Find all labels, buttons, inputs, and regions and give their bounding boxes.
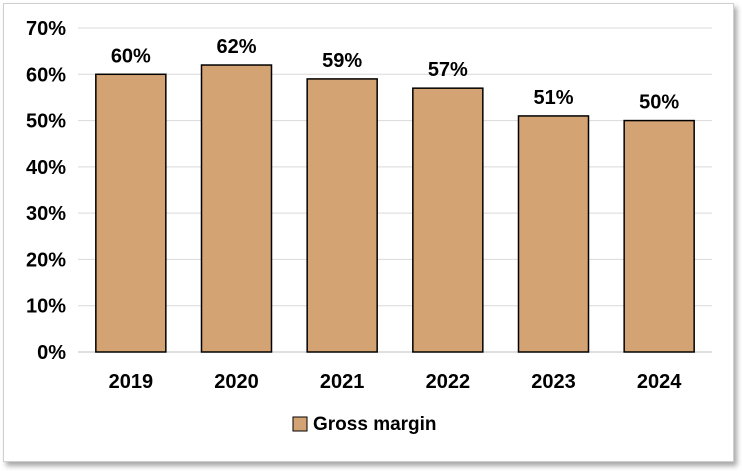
x-tick-label-2024: 2024 xyxy=(637,371,682,393)
data-label-2024: 50% xyxy=(639,92,679,114)
bar-2022 xyxy=(412,87,484,353)
legend-label-gross-margin: Gross margin xyxy=(313,414,437,435)
data-label-2022: 57% xyxy=(428,59,468,81)
x-tick-label-2020: 2020 xyxy=(214,371,259,393)
x-tick-label-2023: 2023 xyxy=(531,371,576,393)
x-axis-ticks: 2019 2020 2021 2022 2023 2024 xyxy=(109,371,683,393)
bars xyxy=(95,64,695,353)
data-labels: 60% 62% 59% 57% 51% 50% xyxy=(111,36,680,114)
y-tick-label: 10% xyxy=(26,296,66,318)
data-label-2020: 62% xyxy=(216,36,256,58)
gridlines xyxy=(78,27,712,353)
bar-2020 xyxy=(200,64,273,353)
y-tick-label: 0% xyxy=(37,342,66,364)
y-tick-label: 40% xyxy=(26,157,66,179)
legend: Gross margin xyxy=(292,414,437,435)
y-tick-label: 30% xyxy=(26,203,66,225)
y-tick-label: 60% xyxy=(26,64,66,86)
y-axis-ticks: 0% 10% 20% 30% 40% 50% 60% 70% xyxy=(26,18,66,364)
bar-2023 xyxy=(517,115,590,353)
x-tick-label-2021: 2021 xyxy=(320,371,365,393)
x-tick-label-2022: 2022 xyxy=(426,371,471,393)
data-label-2019: 60% xyxy=(111,45,151,67)
y-tick-label: 20% xyxy=(26,249,66,271)
y-tick-label: 70% xyxy=(26,18,66,40)
x-tick-label-2019: 2019 xyxy=(109,371,154,393)
y-tick-label: 50% xyxy=(26,111,66,133)
data-label-2023: 51% xyxy=(533,87,573,109)
bar-2019 xyxy=(95,73,167,353)
bar-2021 xyxy=(306,78,378,353)
bar-2024 xyxy=(623,119,695,353)
data-label-2021: 59% xyxy=(322,50,362,72)
legend-swatch-gross-margin xyxy=(292,416,308,432)
